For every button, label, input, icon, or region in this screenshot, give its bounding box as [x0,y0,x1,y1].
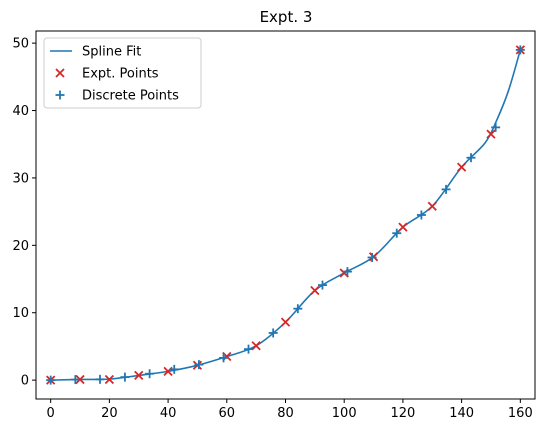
y-tick-label: 10 [12,306,29,321]
y-tick-label: 30 [12,171,29,186]
y-tick-label: 0 [21,374,29,389]
x-tick-label: 0 [47,406,55,421]
expt-point-marker [398,222,408,232]
expt-point-marker [427,201,437,211]
discrete-point-marker [120,372,130,382]
legend: Spline Fit Expt. Points Discrete Points [43,37,202,109]
y-tick-label: 20 [12,239,29,254]
discrete-point-marker [491,122,501,132]
x-tick-label: 120 [390,406,415,421]
expt-point-marker [251,341,261,351]
discrete-point-marker [416,210,426,220]
expt-point-marker [486,129,496,139]
y-tick-label: 50 [12,37,29,52]
expt-point-marker [75,374,85,385]
discrete-point-marker [317,280,327,290]
y-tick-label: 40 [12,104,29,119]
discrete-point-marker [342,267,352,277]
x-tick-label: 160 [508,406,533,421]
discrete-point-marker [169,364,179,374]
x-tick-label: 80 [277,406,294,421]
discrete-point-marker [145,369,155,379]
x-tick-label: 100 [332,406,357,421]
legend-plus-swatch [55,90,65,100]
expt-point-marker [310,285,320,296]
legend-label: Discrete Points [82,89,179,104]
discrete-point-marker [466,153,476,163]
expt-point-marker [104,374,115,385]
discrete-point-marker [392,228,402,238]
expt-point-marker [456,162,467,172]
discrete-point-marker [46,375,56,385]
discrete-point-marker [268,328,278,338]
x-tick-label: 140 [449,406,474,421]
expt-point-marker [134,370,144,381]
legend-box [43,37,202,109]
legend-x-swatch [55,68,65,78]
legend-label: Spline Fit [82,45,141,60]
discrete-point-marker [194,360,204,370]
expt-point-marker [280,317,291,327]
plot-area [46,45,525,385]
legend-label: Expt. Points [82,67,159,82]
discrete-point-marker [70,375,80,385]
x-tick-label: 40 [160,406,177,421]
discrete-point-marker [244,344,254,354]
discrete-point-marker [219,353,229,363]
discrete-point-marker [367,252,377,262]
discrete-point-marker [515,45,525,55]
discrete-point-marker [293,304,303,314]
discrete-point-marker [95,374,105,384]
chart-title: Expt. 3 [260,8,313,26]
axes: 0 20 40 60 80 100 120 140 160 0 10 20 30 40 50 [12,30,536,421]
x-tick-label: 60 [219,406,236,421]
x-tick-label: 20 [101,406,118,421]
discrete-point-marker [441,184,451,194]
